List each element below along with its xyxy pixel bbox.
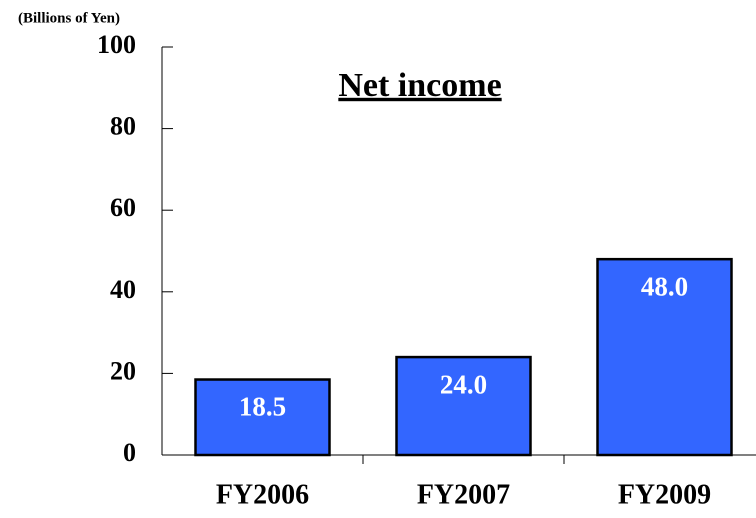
bar bbox=[596, 257, 733, 457]
y-tick-label: 60 bbox=[110, 193, 136, 222]
value-label: 48.0 bbox=[641, 271, 688, 301]
y-tick-label: 40 bbox=[110, 275, 136, 304]
chart-title: Net income bbox=[338, 67, 501, 104]
value-label: 18.5 bbox=[239, 392, 286, 422]
x-tick-label: FY2007 bbox=[417, 479, 510, 510]
y-axis-label: (Billions of Yen) bbox=[18, 10, 120, 26]
y-tick-label: 100 bbox=[97, 30, 136, 59]
y-tick-label: 80 bbox=[110, 112, 136, 141]
value-label: 24.0 bbox=[440, 369, 487, 399]
x-tick-label: FY2006 bbox=[216, 479, 309, 510]
bar bbox=[395, 355, 532, 457]
bar bbox=[194, 378, 331, 457]
y-tick-label: 0 bbox=[123, 438, 136, 467]
y-tick-label: 20 bbox=[110, 356, 136, 385]
x-tick-label: FY2009 bbox=[618, 479, 711, 510]
